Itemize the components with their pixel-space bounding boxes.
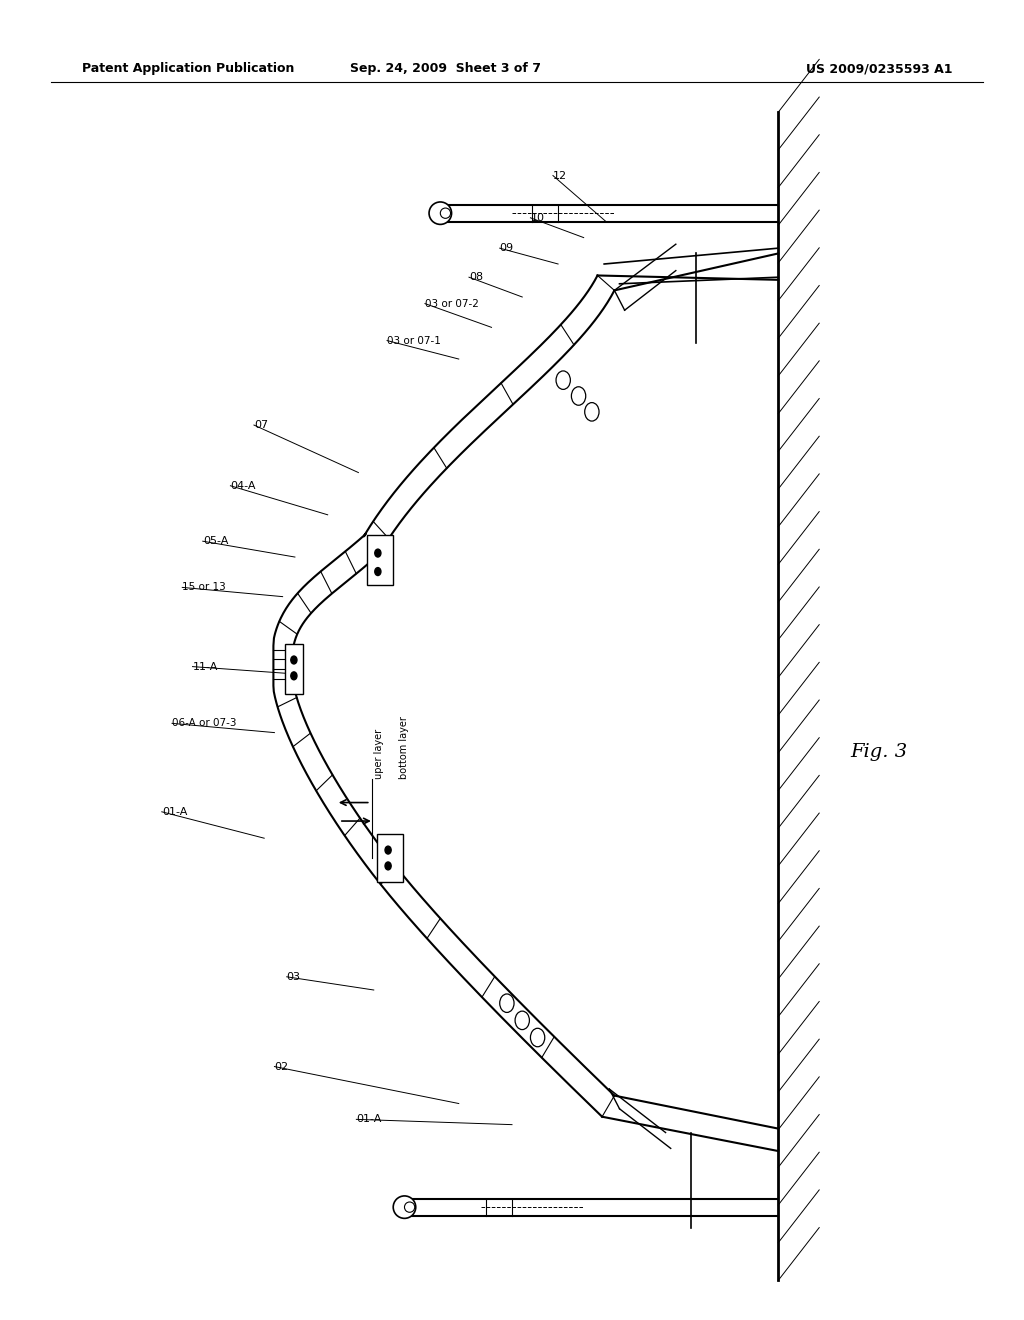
- Bar: [285, 644, 303, 694]
- Circle shape: [385, 846, 391, 854]
- Text: bottom layer: bottom layer: [399, 715, 410, 779]
- Circle shape: [556, 371, 570, 389]
- Text: 03: 03: [287, 972, 301, 982]
- Text: 03 or 07-2: 03 or 07-2: [425, 298, 479, 309]
- Circle shape: [585, 403, 599, 421]
- Circle shape: [385, 862, 391, 870]
- Text: 04-A: 04-A: [230, 480, 256, 491]
- Ellipse shape: [393, 1196, 416, 1218]
- Text: 07: 07: [254, 420, 268, 430]
- Bar: [377, 834, 403, 882]
- Ellipse shape: [404, 1203, 415, 1212]
- Ellipse shape: [429, 202, 452, 224]
- Text: 01-A: 01-A: [162, 807, 187, 817]
- Text: Fig. 3: Fig. 3: [850, 743, 907, 762]
- Text: uper layer: uper layer: [374, 729, 384, 779]
- Circle shape: [375, 549, 381, 557]
- Text: 02: 02: [274, 1061, 289, 1072]
- Text: 10: 10: [530, 213, 545, 223]
- Circle shape: [500, 994, 514, 1012]
- Text: 09: 09: [500, 243, 514, 253]
- Text: Patent Application Publication: Patent Application Publication: [82, 62, 294, 75]
- Bar: [367, 535, 393, 585]
- Text: 01-A: 01-A: [356, 1114, 382, 1125]
- Circle shape: [571, 387, 586, 405]
- Ellipse shape: [440, 209, 451, 218]
- Text: 08: 08: [469, 272, 483, 282]
- Text: Sep. 24, 2009  Sheet 3 of 7: Sep. 24, 2009 Sheet 3 of 7: [350, 62, 541, 75]
- Circle shape: [291, 656, 297, 664]
- Text: 03 or 07-1: 03 or 07-1: [387, 335, 441, 346]
- Text: 12: 12: [553, 170, 567, 181]
- Circle shape: [530, 1028, 545, 1047]
- Text: 05-A: 05-A: [203, 536, 228, 546]
- Text: 15 or 13: 15 or 13: [182, 582, 226, 593]
- Circle shape: [291, 672, 297, 680]
- Text: 06-A or 07-3: 06-A or 07-3: [172, 718, 237, 729]
- Circle shape: [375, 568, 381, 576]
- Text: 11-A: 11-A: [193, 661, 218, 672]
- Text: US 2009/0235593 A1: US 2009/0235593 A1: [806, 62, 952, 75]
- Circle shape: [515, 1011, 529, 1030]
